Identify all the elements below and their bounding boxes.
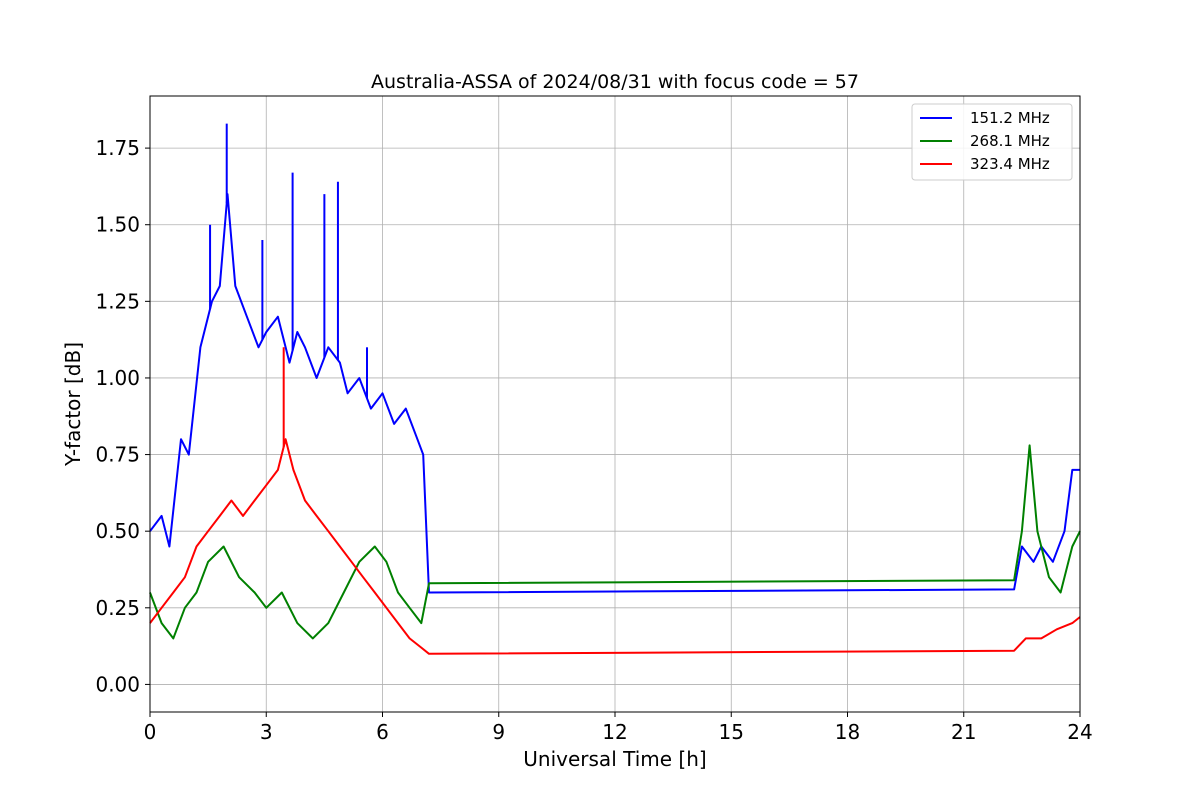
- chart-title: Australia-ASSA of 2024/08/31 with focus …: [371, 71, 859, 93]
- series-line-2: [149, 438, 1081, 655]
- y-tick-label: 1.75: [95, 136, 140, 160]
- y-tick-label: 1.50: [95, 213, 140, 237]
- x-tick-label: 24: [1067, 720, 1092, 744]
- x-tick-label: 0: [144, 720, 157, 744]
- legend-label: 323.4 MHz: [970, 155, 1050, 173]
- y-tick-label: 0.75: [95, 443, 140, 467]
- y-tick-label: 0.25: [95, 596, 140, 620]
- y-axis-label: Y-factor [dB]: [61, 342, 85, 467]
- y-ticks: 0.00 0.25 0.50 0.75 1.00 1.25 1.50 1.75: [95, 136, 150, 696]
- x-tick-label: 12: [602, 720, 627, 744]
- y-tick-label: 1.00: [95, 366, 140, 390]
- x-ticks: 0 3 6 9 12 15 18 21 24: [144, 712, 1093, 744]
- x-tick-label: 18: [835, 720, 860, 744]
- x-axis-label: Universal Time [h]: [523, 747, 706, 771]
- x-tick-label: 21: [951, 720, 976, 744]
- series-line-0: [149, 193, 1080, 594]
- legend-label: 268.1 MHz: [970, 132, 1050, 150]
- x-tick-label: 3: [260, 720, 273, 744]
- legend-box: [911, 103, 1073, 181]
- series-line-1: [149, 444, 1081, 640]
- y-tick-label: 0.50: [95, 519, 140, 543]
- y-tick-label: 0.00: [95, 672, 140, 696]
- legend-label: 151.2 MHz: [970, 109, 1050, 127]
- series-layer: [149, 123, 1081, 655]
- legend: 151.2 MHz 268.1 MHz 323.4 MHz: [911, 103, 1073, 181]
- x-tick-label: 6: [376, 720, 389, 744]
- y-tick-label: 1.25: [95, 289, 140, 313]
- x-tick-label: 15: [719, 720, 744, 744]
- x-tick-label: 9: [492, 720, 505, 744]
